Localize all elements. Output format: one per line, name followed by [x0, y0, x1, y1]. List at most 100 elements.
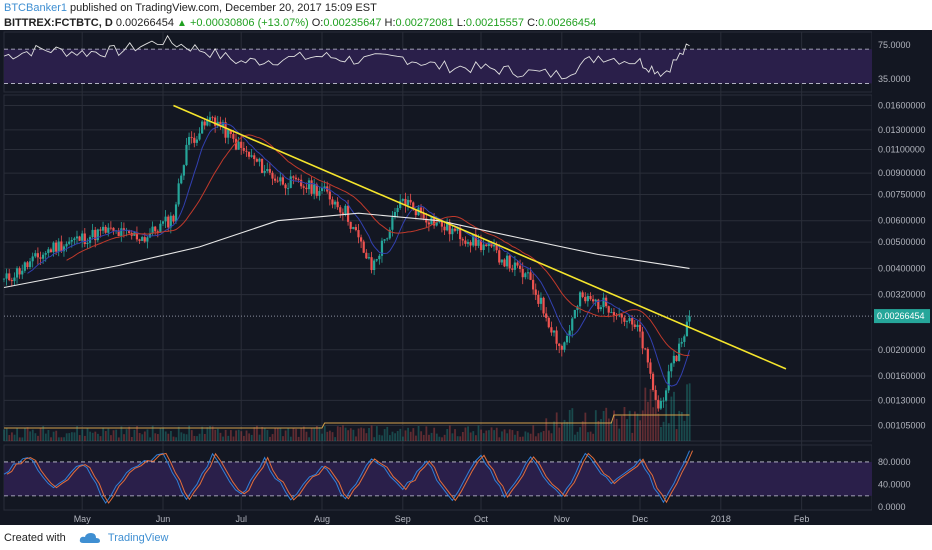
candle-body	[524, 273, 527, 278]
candle-body	[539, 297, 543, 304]
candle-body	[143, 237, 146, 242]
volume-bar	[42, 426, 45, 441]
volume-bar	[86, 428, 89, 441]
candle-body	[602, 297, 605, 308]
volume-bar	[206, 427, 209, 441]
candle-body	[313, 184, 316, 194]
volume-bar	[154, 433, 157, 441]
candle-body	[198, 133, 201, 140]
author-link[interactable]: BTCBanker1	[4, 2, 67, 14]
volume-bar	[660, 426, 662, 441]
volume-bar	[219, 432, 222, 441]
candle-body	[266, 169, 269, 171]
volume-bar	[605, 407, 608, 441]
candle-body	[479, 239, 483, 251]
volume-bar	[151, 425, 154, 441]
volume-bar	[334, 437, 337, 441]
candle-body	[260, 158, 264, 173]
volume-bar	[441, 437, 443, 441]
volume-bar	[568, 409, 571, 441]
volume-bar	[600, 419, 602, 441]
candle-body	[234, 138, 238, 150]
candle-body	[644, 348, 647, 350]
volume-bar	[357, 428, 360, 441]
volume-bar	[469, 432, 472, 441]
stoch-tick-label: 40.0000	[878, 480, 911, 490]
volume-bar	[97, 433, 99, 441]
volume-bar	[448, 425, 451, 441]
candle-body	[435, 222, 438, 226]
volume-bar	[196, 436, 198, 441]
volume-bar	[250, 434, 253, 441]
candle-body	[281, 177, 285, 185]
candle-body	[65, 243, 68, 247]
candle-body	[490, 242, 493, 247]
candle-body	[94, 229, 97, 241]
candle-body	[13, 277, 16, 282]
candle-body	[404, 198, 407, 206]
candle-body	[219, 121, 222, 127]
candle-body	[511, 268, 514, 270]
volume-bar	[180, 432, 183, 441]
x-tick-label: Sep	[395, 514, 411, 524]
candle-body	[474, 234, 477, 246]
candle-body	[73, 238, 76, 241]
x-tick-label: Aug	[314, 514, 330, 524]
volume-bar	[422, 434, 425, 441]
volume-bar	[201, 426, 204, 441]
candle-body	[120, 228, 123, 236]
volume-bar	[516, 431, 519, 441]
candle-body	[391, 217, 394, 230]
candle-body	[211, 117, 214, 119]
volume-bar	[21, 437, 24, 441]
volume-bar	[519, 436, 522, 441]
volume-bar	[16, 428, 19, 441]
candle-body	[75, 236, 79, 239]
volume-bar	[446, 428, 449, 441]
volume-bar	[680, 411, 683, 441]
candle-body	[138, 239, 141, 241]
volume-bar	[493, 430, 496, 441]
candle-body	[174, 204, 178, 222]
candle-body	[623, 317, 626, 322]
volume-bar	[673, 391, 675, 441]
candle-body	[354, 227, 357, 231]
candle-body	[657, 399, 660, 409]
candle-body	[453, 228, 457, 231]
volume-bar	[511, 430, 514, 441]
price-tick-label: 0.00200000	[878, 345, 926, 355]
candle-body	[571, 318, 574, 331]
candle-body	[68, 241, 71, 244]
price-tick-label: 0.00105000	[878, 420, 926, 430]
candle-body	[638, 324, 642, 332]
tradingview-brand[interactable]: TradingView	[107, 531, 169, 544]
candle-body	[500, 259, 503, 263]
candle-body	[101, 226, 105, 231]
volume-bar	[279, 427, 282, 441]
volume-bar	[527, 432, 529, 441]
candle-body	[646, 348, 649, 363]
candle-body	[52, 242, 55, 253]
volume-bar	[602, 410, 605, 441]
volume-bar	[459, 436, 462, 441]
x-tick-label: 2018	[711, 514, 731, 524]
trendline	[173, 104, 787, 370]
candle-body	[70, 240, 73, 242]
price-tick-label: 0.00320000	[878, 290, 926, 300]
volume-bar	[373, 437, 376, 441]
volume-bar	[388, 435, 391, 441]
volume-bar	[571, 408, 574, 441]
candle-body	[323, 186, 326, 189]
volume-bar	[136, 426, 138, 441]
stoch-k-line	[3, 450, 690, 504]
candle-body	[425, 218, 428, 223]
candle-body	[62, 246, 66, 252]
volume-bar	[3, 429, 5, 441]
volume-bar	[76, 426, 78, 441]
volume-bar	[542, 430, 545, 441]
volume-bar	[339, 427, 342, 441]
volume-bar	[529, 433, 532, 441]
chart-canvas[interactable]: May Jun Jul Aug Sep Oct Nov Dec 2018 Feb 75.0000 35…	[0, 30, 932, 525]
volume-bar	[323, 426, 326, 441]
candle-body	[214, 117, 217, 126]
